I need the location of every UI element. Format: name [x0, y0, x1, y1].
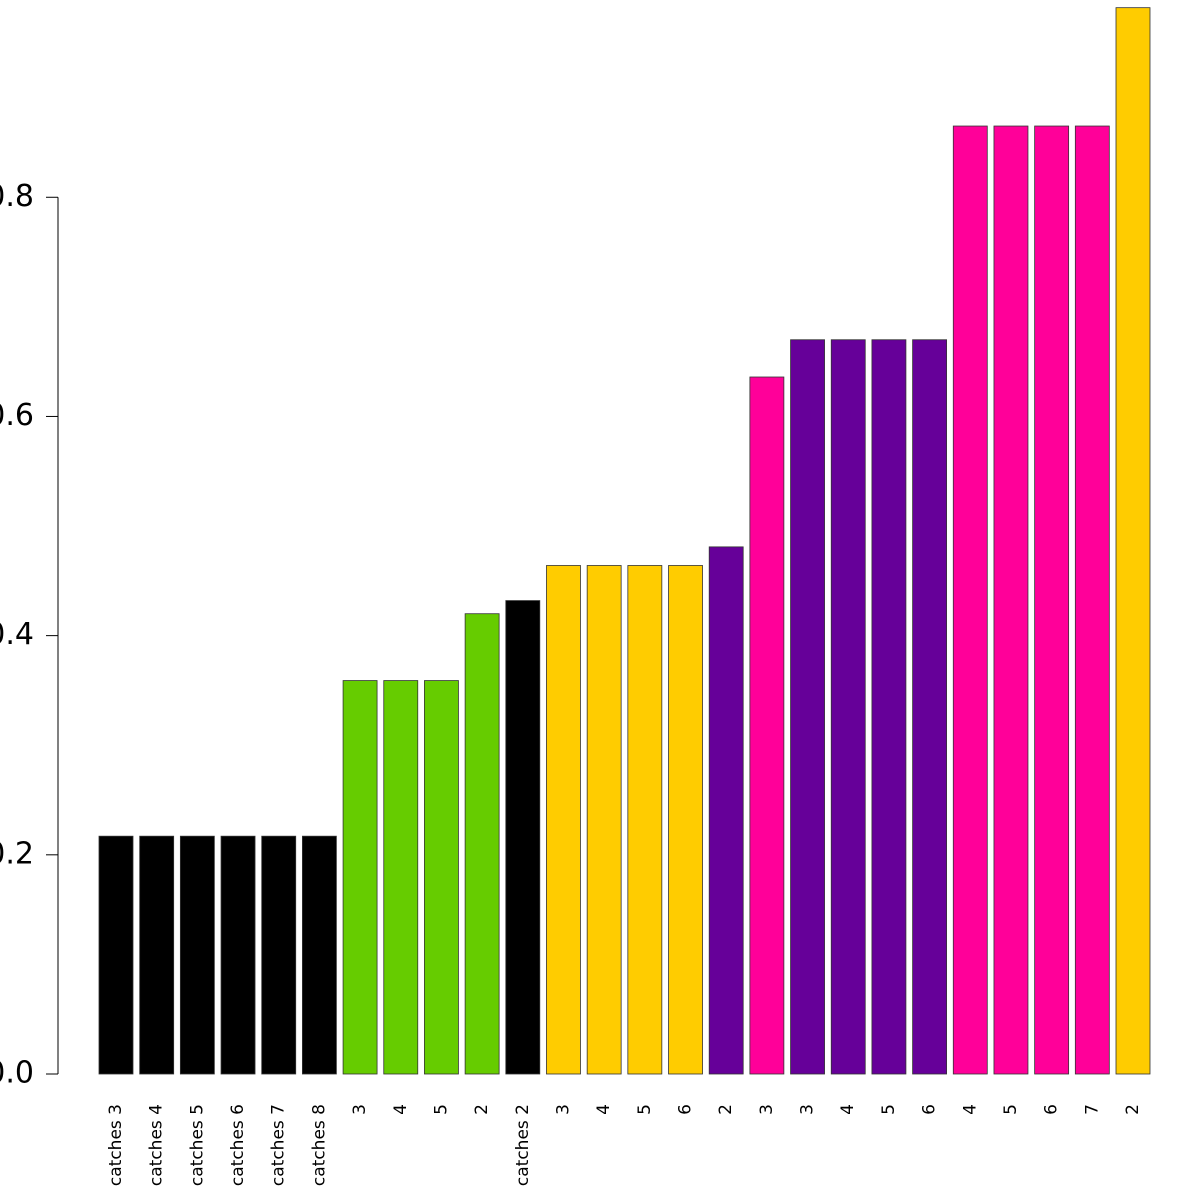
y-tick-label: 0.2: [0, 836, 34, 871]
x-tick-label: 5: [1001, 1104, 1021, 1115]
bar: [1034, 125, 1070, 1075]
bar: [139, 835, 175, 1075]
x-tick-label: 2: [1123, 1104, 1143, 1115]
bar: [98, 835, 134, 1075]
y-tick-label: 0.4: [0, 617, 34, 652]
x-tick-label: 2: [472, 1104, 492, 1115]
bar: [952, 125, 988, 1075]
x-tick-label: catches 8: [309, 1104, 329, 1186]
x-tick-label: 4: [391, 1104, 411, 1115]
bar: [1074, 125, 1110, 1075]
y-tick-label: 0.0: [0, 1056, 34, 1091]
x-tick-label: catches 3: [106, 1104, 126, 1186]
bar: [708, 546, 744, 1075]
x-tick-label: 3: [757, 1104, 777, 1115]
bar: [871, 339, 907, 1075]
x-tick-label: 3: [350, 1104, 370, 1115]
x-tick-label: 2: [716, 1104, 736, 1115]
y-tick-label: 0.6: [0, 398, 34, 433]
x-tick-label: 4: [960, 1104, 980, 1115]
x-tick-label: 7: [1082, 1104, 1102, 1115]
x-tick-label: 3: [553, 1104, 573, 1115]
x-tick-label: 6: [1042, 1104, 1062, 1115]
bar: [505, 600, 541, 1075]
x-tick-label: 4: [594, 1104, 614, 1115]
bar: [179, 835, 215, 1075]
x-tick-label: catches 2: [513, 1104, 533, 1186]
bar: [830, 339, 866, 1075]
x-tick-label: 6: [676, 1104, 696, 1115]
bar: [1115, 7, 1151, 1075]
x-tick-label: 4: [838, 1104, 858, 1115]
bar: [546, 565, 581, 1075]
y-tick-label: 0.8: [0, 179, 34, 214]
bar: [342, 680, 378, 1075]
bar: [424, 680, 459, 1075]
bar: [993, 125, 1029, 1075]
x-tick-label: catches 6: [228, 1104, 248, 1186]
bar: [261, 835, 297, 1075]
x-tick-label: 5: [635, 1104, 655, 1115]
x-tick-label: 6: [920, 1104, 940, 1115]
x-tick-label: 5: [431, 1104, 451, 1115]
bar: [749, 376, 785, 1075]
x-tick-label: catches 4: [147, 1104, 167, 1186]
bar: [586, 565, 622, 1075]
x-tick-label: 3: [798, 1104, 818, 1115]
bar: [301, 835, 337, 1075]
bar: [912, 339, 947, 1075]
bar: [668, 565, 703, 1075]
bar: [464, 613, 500, 1075]
bar: [220, 835, 256, 1075]
x-tick-label: catches 7: [269, 1104, 289, 1186]
bar: [790, 339, 825, 1075]
x-tick-label: 5: [879, 1104, 899, 1115]
bar: [627, 565, 663, 1075]
bar: [383, 680, 419, 1075]
x-tick-label: catches 5: [187, 1104, 207, 1186]
